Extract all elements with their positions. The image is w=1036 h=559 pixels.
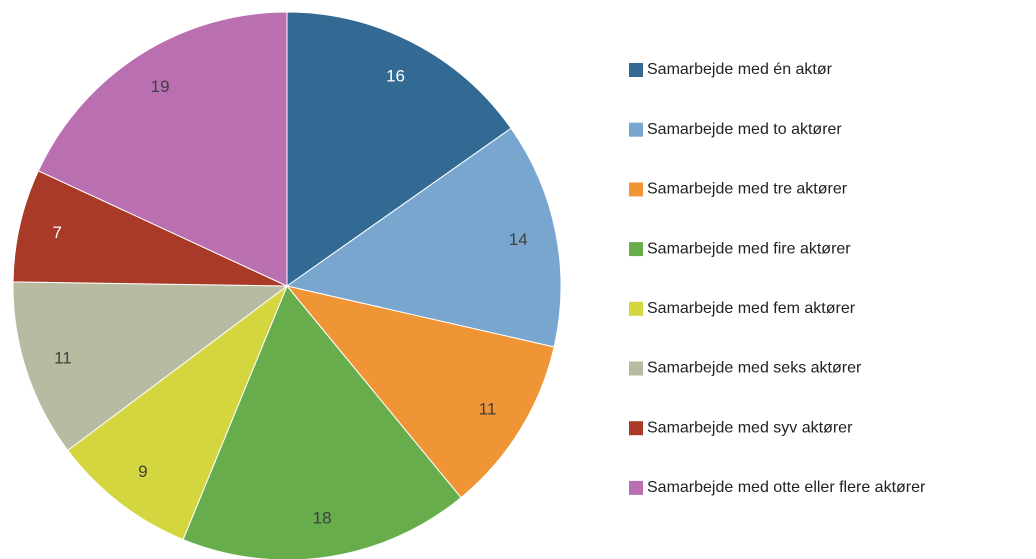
pie-slice bbox=[12, 281, 289, 452]
data-label: 19 bbox=[151, 77, 170, 96]
pie-slice bbox=[285, 127, 562, 348]
legend-swatch bbox=[629, 63, 643, 77]
pie-slice bbox=[12, 170, 288, 287]
legend-label: Samarbejde med fem aktører bbox=[647, 300, 856, 317]
pie-slice bbox=[286, 11, 512, 287]
legend-swatch bbox=[629, 242, 643, 257]
legend-label: Samarbejde med syv aktører bbox=[647, 419, 853, 436]
legend-swatch bbox=[629, 480, 643, 495]
legend-swatch bbox=[629, 122, 643, 137]
data-label: 11 bbox=[479, 399, 497, 418]
pie-slice bbox=[67, 284, 289, 541]
data-label: 18 bbox=[313, 508, 332, 527]
legend-label: Samarbejde med fire aktører bbox=[647, 240, 851, 257]
pie-slice bbox=[182, 285, 462, 559]
data-label: 7 bbox=[53, 223, 62, 242]
data-label: 14 bbox=[509, 230, 528, 249]
pie-slice bbox=[37, 11, 288, 287]
legend-label: Samarbejde med tre aktører bbox=[647, 181, 848, 198]
legend-label: Samarbejde med otte eller flere aktører bbox=[647, 479, 926, 496]
legend-label: Samarbejde med én aktør bbox=[647, 61, 833, 78]
legend-label: Samarbejde med to aktører bbox=[647, 121, 842, 138]
data-label: 9 bbox=[138, 462, 147, 481]
data-label: 16 bbox=[386, 66, 405, 85]
pie-slice bbox=[285, 285, 555, 499]
legend-swatch bbox=[629, 361, 643, 376]
data-label: 11 bbox=[54, 348, 72, 367]
legend-label: Samarbejde med seks aktører bbox=[647, 360, 862, 377]
legend-swatch bbox=[629, 182, 643, 197]
legend-swatch bbox=[629, 301, 643, 316]
legend-swatch bbox=[629, 421, 643, 436]
